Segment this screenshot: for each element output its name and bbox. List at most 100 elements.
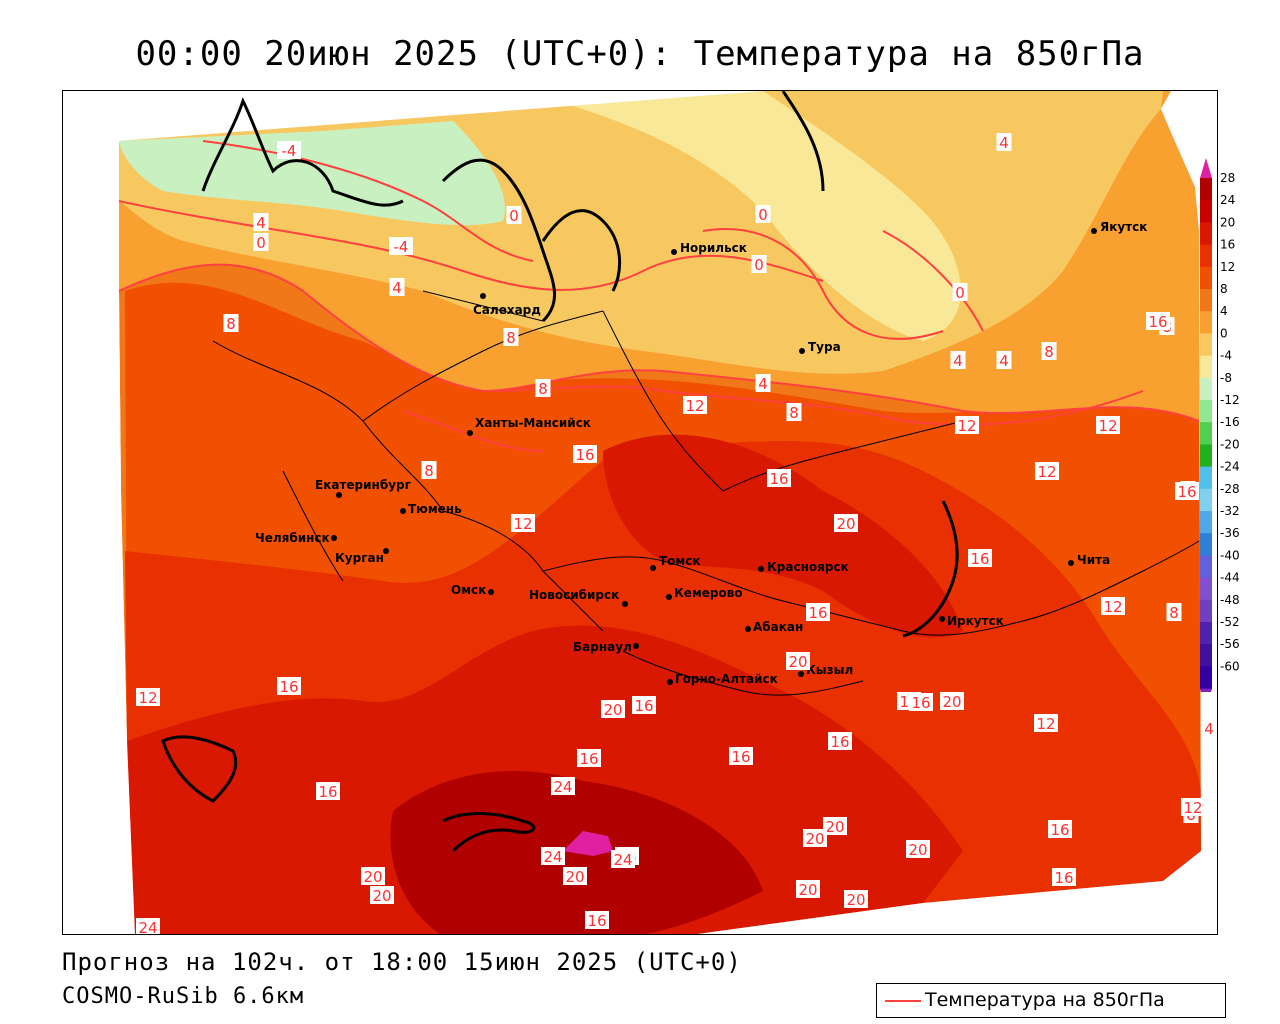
contour-label-bg [1146,312,1170,330]
contour-label-bg [277,677,301,695]
colorbar-segment [1200,622,1212,645]
city-label: Екатеринбург [315,478,411,492]
city-label: Барнаул [573,640,632,654]
city-label: Ханты-Мансийск [475,416,591,430]
contour-label-bg [563,867,587,885]
contour-label-bg [136,918,160,934]
contour-label-bg [577,749,601,767]
contour-label: 4 [256,214,266,232]
colorbar-segment [1200,333,1212,357]
colorbar-segment [1200,444,1212,468]
city-dot [1091,228,1097,234]
contour-label: 20 [825,818,844,836]
city-dot [622,601,628,607]
contour-label: 20 [565,868,584,886]
outside-left [63,91,135,934]
colorbar-tick-label: 28 [1220,171,1235,185]
contour-label-bg [1048,820,1072,838]
colorbar-tick-label: -8 [1220,371,1232,385]
contour-label: 8 [1044,343,1054,361]
zone-minus4 [119,121,505,226]
contour-label: 8 [424,462,434,480]
colorbar-segment [1200,466,1212,490]
contour-label: 8 [506,329,516,347]
contour-label: 0 [955,284,965,302]
contour-label: 12 [1103,598,1122,616]
colorbar-segment [1200,533,1212,556]
contour-label-bg [632,696,656,714]
city-dot [480,293,486,299]
admin-borders [212,290,1200,696]
colorbar-tick-label: -36 [1220,526,1240,540]
city-label: Красноярск [767,560,849,574]
city-dot [331,535,337,541]
contour-label-bg [806,603,830,621]
city-label: Норильск [680,241,747,255]
city-label: Томск [659,554,701,568]
contour-label-bg [253,213,269,231]
colorbar-segment [1200,511,1212,534]
contour-label-bg [389,237,413,255]
temperature-map[interactable]: Якутск Норильск Салехард Тура Ханты-Манс… [62,90,1218,935]
contour-label-bg [503,328,519,346]
contour-label: 16 [970,550,989,568]
zone-minus4-0 [119,91,961,341]
colorbar-tick-label: -52 [1220,615,1240,629]
contour-label-bg [729,747,753,765]
city-label: Кызыл [806,663,853,677]
contour-label-bg [253,233,269,251]
contour-label: 24 [613,851,632,869]
map-canvas: Якутск Норильск Салехард Тура Ханты-Манс… [63,91,1217,935]
colorbar: 28 24 20 16 12 8 4 0 -4 -8 -12 -16 -20 -24 -28 -32 -36 -4… [1200,158,1240,692]
colorbar-segment [1200,178,1212,201]
colorbar-segment [1200,400,1212,423]
legend-line-swatch [885,1000,921,1002]
contour-label-bg [968,549,992,567]
contour-label: 8 [1169,604,1179,622]
contour-label: 16 [318,783,337,801]
contour-label: 20 [788,653,807,671]
city-dot [336,492,342,498]
contour-label: 4 [953,352,963,370]
city-label: Челябинск [255,531,330,545]
contour-label-bg [751,255,767,273]
contour-label: 16 [634,697,653,715]
contour-label: 20 [846,891,865,909]
city-dot [383,548,389,554]
contour-label: 16 [1054,869,1073,887]
colorbar-top-arrow [1200,158,1212,178]
contour-label-bg [421,461,437,479]
contour-label: 4 [999,134,1009,152]
contour-label: 4 [392,279,402,297]
contour-label: 12 [957,417,976,435]
contour-label: -4 [394,238,409,256]
contour-label-bg [906,840,930,858]
contour-label-bg [834,514,858,532]
colorbar-segment [1200,289,1212,312]
contour-label: 4 [999,352,1009,370]
city-label: Иркутск [947,614,1004,628]
contour-label: 20 [908,841,927,859]
colorbar-segment [1200,577,1212,601]
colorbar-tick-label: -40 [1220,548,1240,562]
contour-label: 16 [579,750,598,768]
contour-label: 24 [138,919,157,935]
contour-label-bg [601,700,625,718]
contour-label: 0 [754,256,764,274]
contour-label-bg [585,911,609,929]
city-dot [400,508,406,514]
contour-label-bg [1034,714,1058,732]
contour-label-bg [511,514,535,532]
colorbar-tick-label: 4 [1220,304,1228,318]
contour-label: 24 [553,778,572,796]
contour-label-bg [1175,482,1199,500]
contour-label: 12 [513,515,532,533]
contour-label-bg [755,205,771,223]
contour-label-bg [767,469,791,487]
contour-label: 12 [1183,799,1202,817]
zone-hot-spot [563,831,613,856]
contour-label-bg [955,416,979,434]
contour-label: 16 [808,604,827,622]
contour-label-bg [136,688,160,706]
colorbar-segment [1200,422,1212,445]
